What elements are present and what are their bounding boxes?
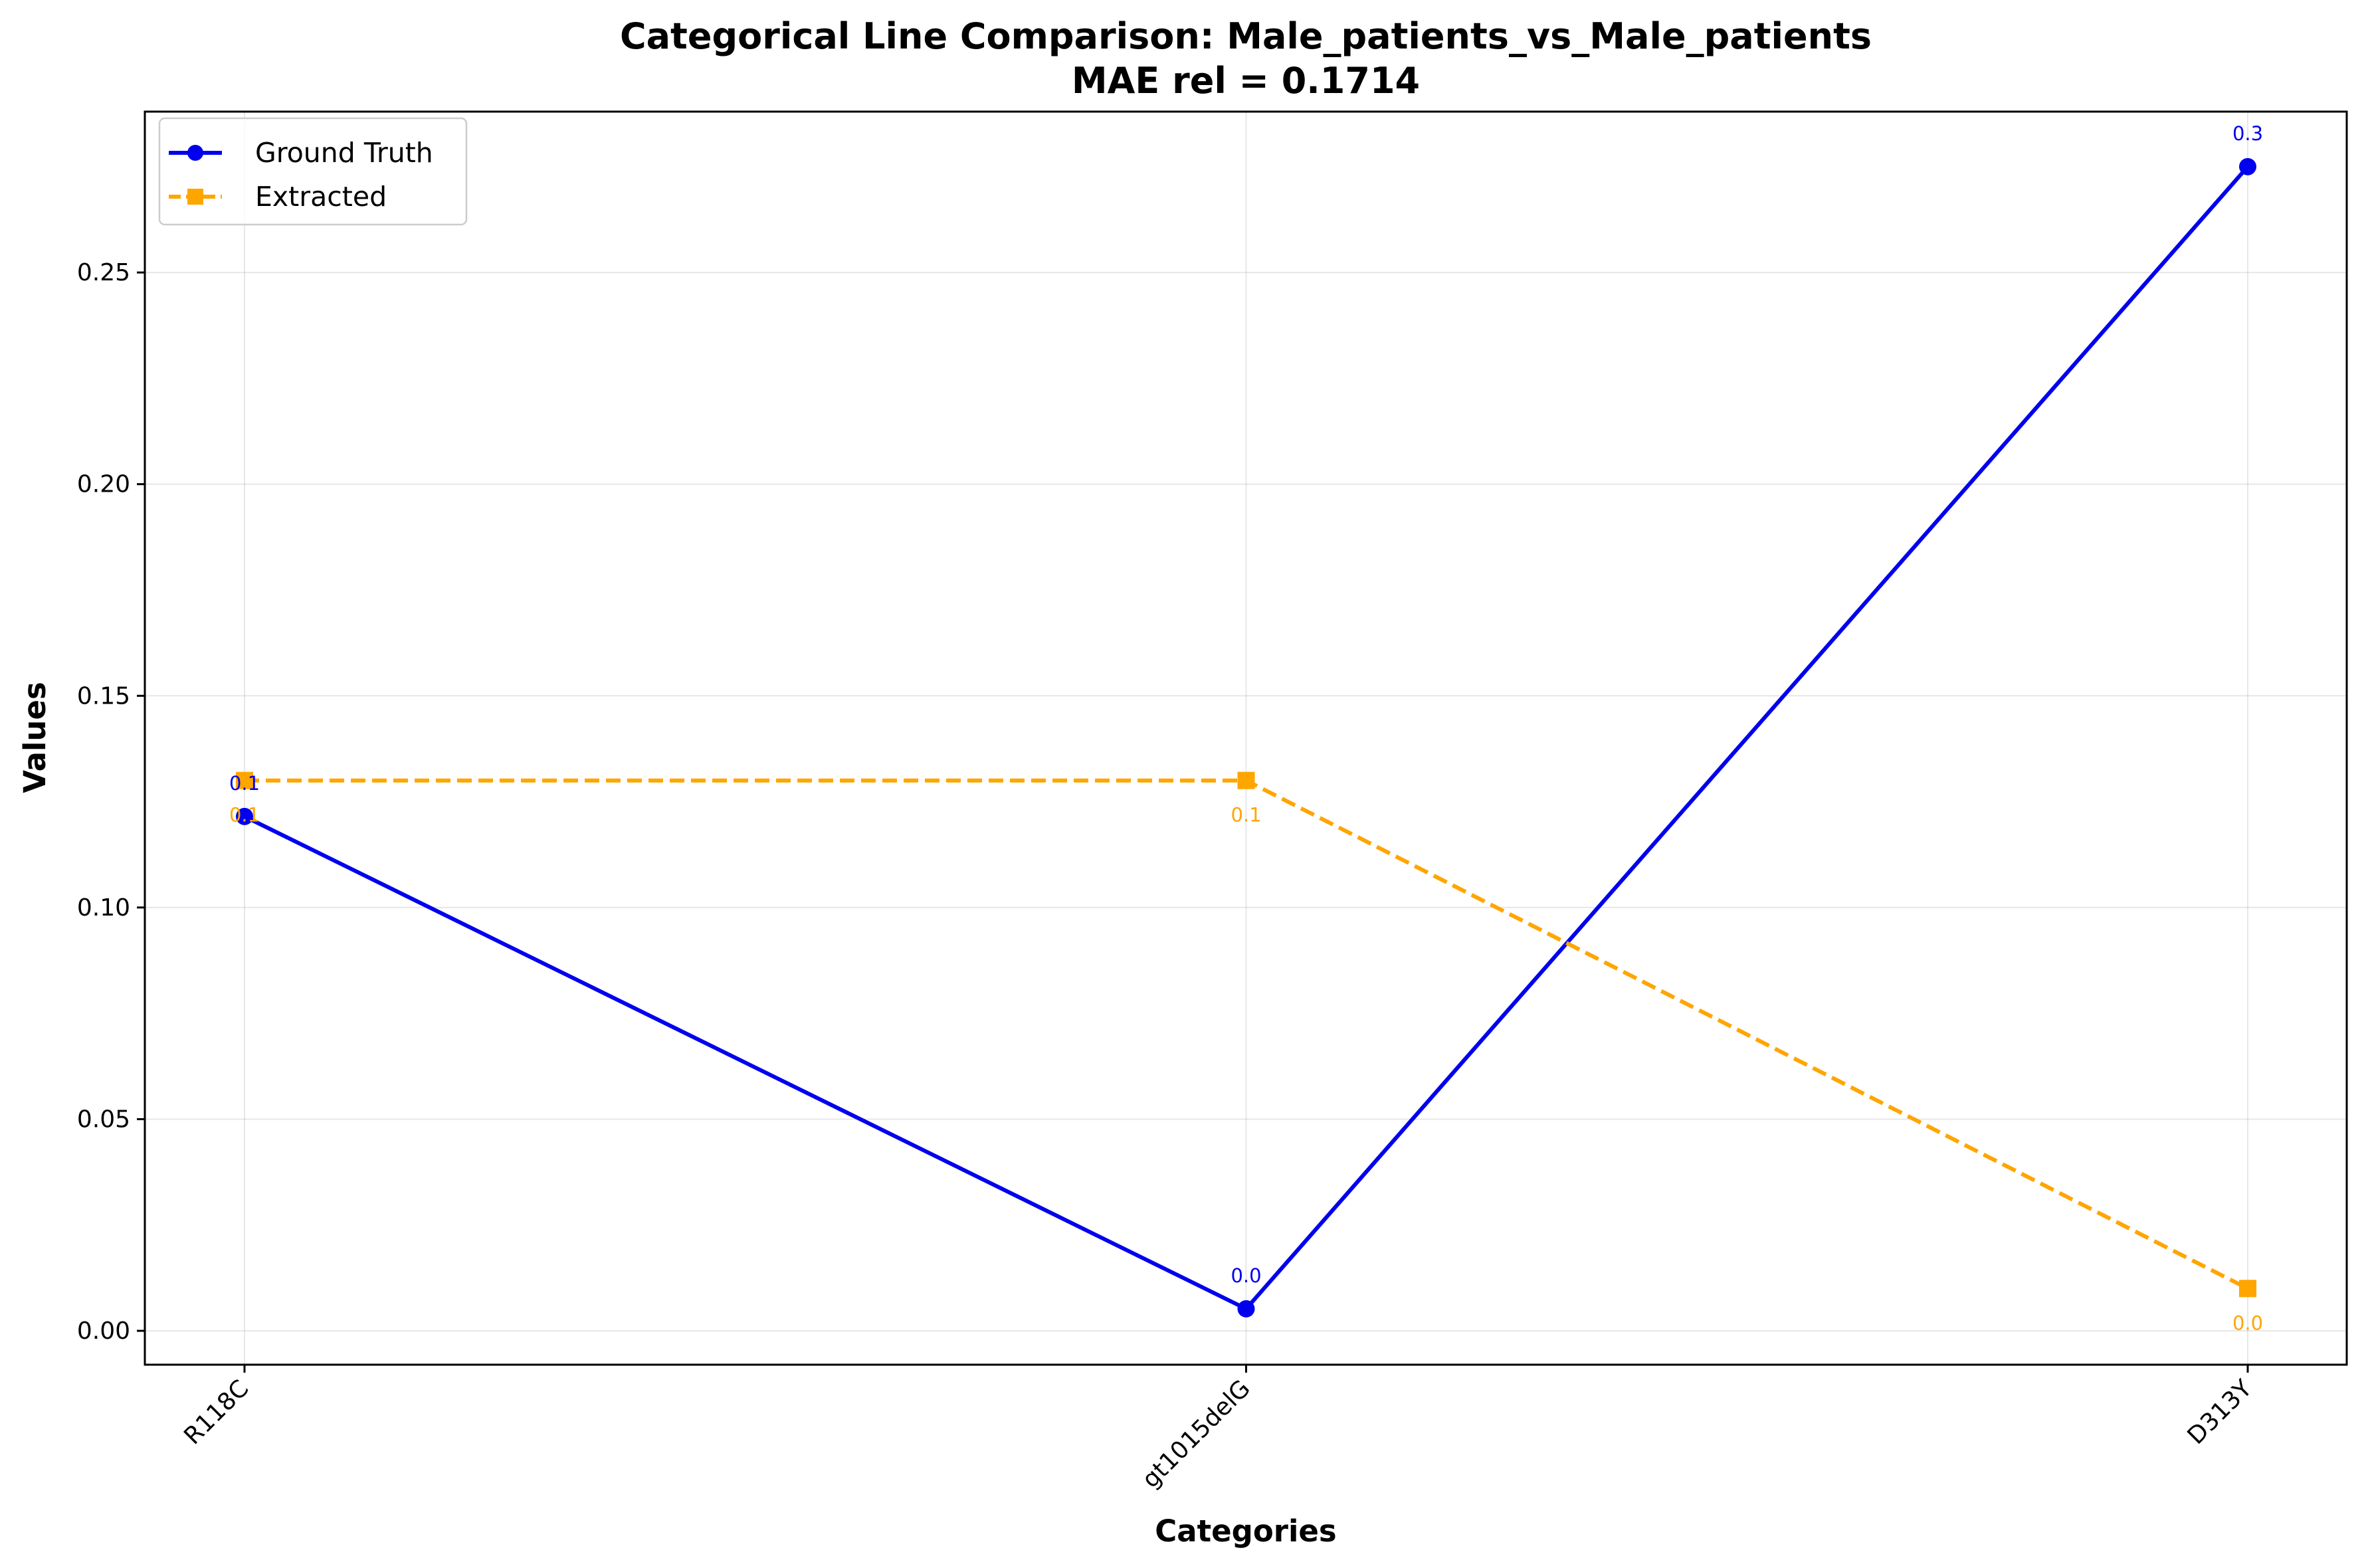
- legend-label: Extracted: [255, 181, 387, 213]
- chart-title: Categorical Line Comparison: Male_patien…: [620, 15, 1872, 57]
- y-tick-label: 0.20: [77, 471, 130, 498]
- data-label: 0.0: [1231, 1264, 1261, 1287]
- data-label: 0.1: [229, 804, 260, 827]
- data-label: 0.3: [2232, 122, 2263, 145]
- series-marker-circle: [1237, 1300, 1255, 1318]
- y-tick-label: 0.05: [77, 1106, 130, 1133]
- data-labels: 0.1 0.0 0.3 0.1 0.1 0.0: [229, 122, 2263, 1334]
- series-marker-square: [2239, 1280, 2256, 1298]
- series-marker-circle: [236, 807, 253, 825]
- series-marker-square: [236, 771, 253, 789]
- series-marker-circle: [2239, 157, 2256, 175]
- grid: [145, 112, 2347, 1365]
- y-axis-label: Values: [17, 682, 52, 793]
- legend: Ground Truth Extracted: [158, 117, 468, 226]
- legend-swatch-marker: [187, 145, 203, 161]
- series-layer: [236, 157, 2256, 1318]
- chart-subtitle: MAE rel = 0.1714: [1072, 60, 1420, 102]
- y-tick-label: 0.00: [77, 1318, 130, 1345]
- legend-box: [158, 117, 468, 226]
- y-tick-label: 0.15: [77, 682, 130, 710]
- y-tick-label: 0.25: [77, 259, 130, 286]
- x-axis-label: Categories: [1155, 1514, 1336, 1549]
- y-tick-label: 0.10: [77, 894, 130, 922]
- data-label: 0.1: [229, 772, 260, 795]
- data-label: 0.0: [2232, 1312, 2263, 1334]
- legend-label: Ground Truth: [255, 137, 433, 169]
- data-label: 0.1: [1231, 804, 1261, 827]
- y-axis: 0.00 0.05 0.10 0.15 0.20 0.25: [77, 259, 145, 1345]
- legend-swatch-marker: [187, 189, 203, 205]
- series-marker-square: [1237, 771, 1255, 789]
